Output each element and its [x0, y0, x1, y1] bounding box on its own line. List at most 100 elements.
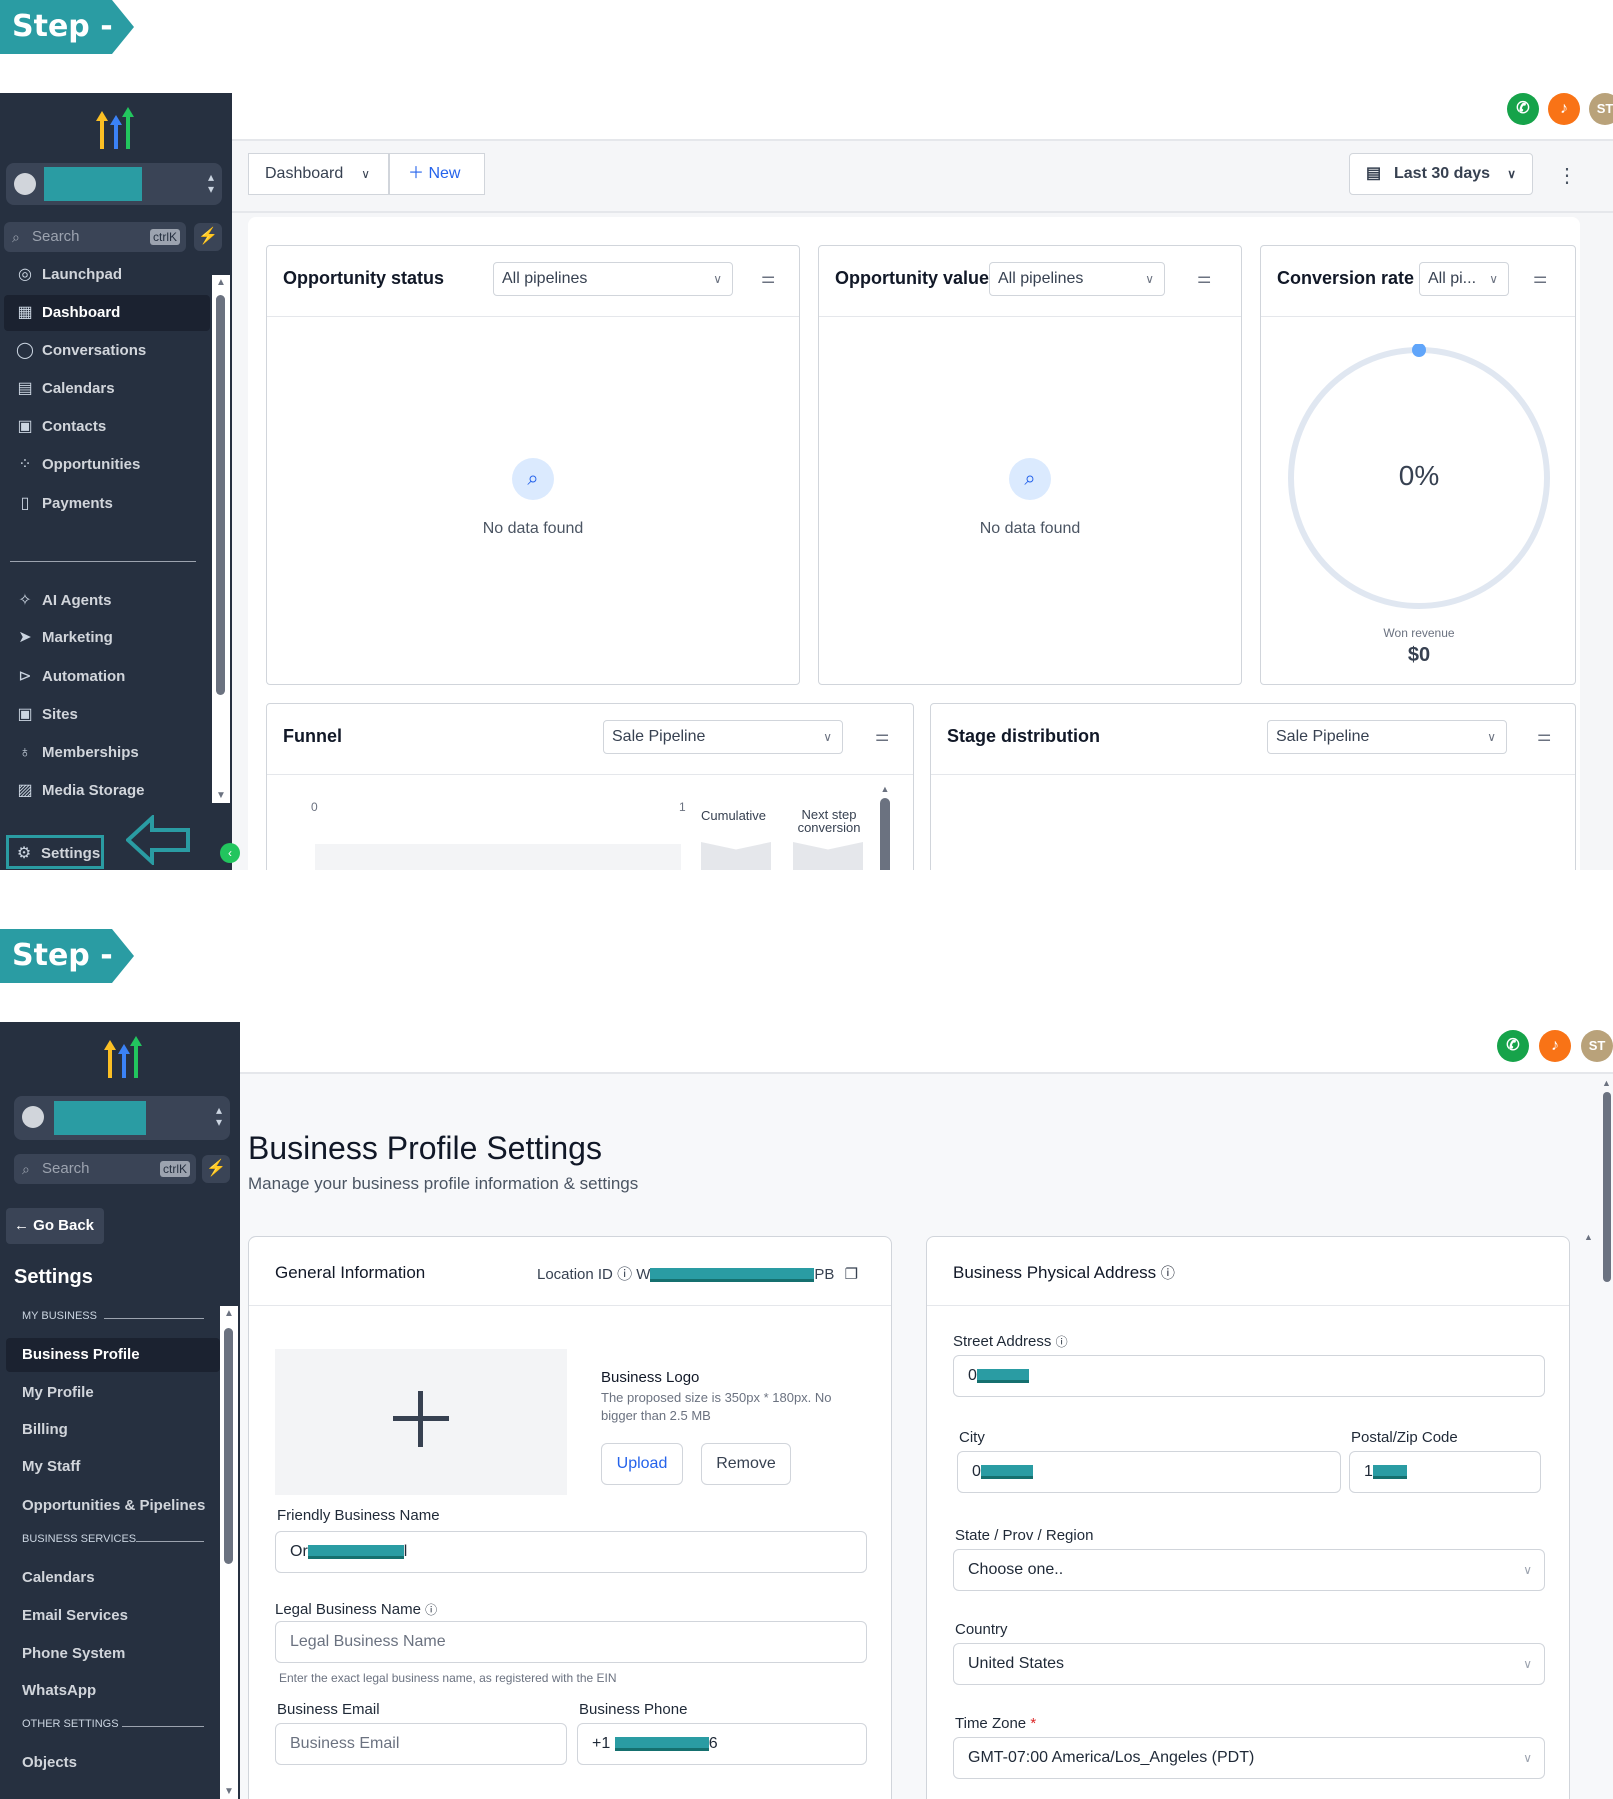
card-divider — [267, 316, 799, 317]
phone-icon[interactable]: ✆ — [1507, 93, 1539, 125]
info-icon: ⓘ — [425, 1603, 438, 1617]
scroll-up-icon: ▲ — [1584, 1232, 1593, 1242]
chevron-down-icon: ∨ — [1489, 272, 1498, 286]
filter-icon[interactable]: ⚌ — [1197, 270, 1212, 287]
nav-media-storage[interactable]: ▨ Media Storage — [4, 773, 210, 809]
menu-whatsapp[interactable]: WhatsApp — [22, 1682, 97, 1699]
nav-automation[interactable]: ⊳ Automation — [4, 659, 210, 695]
bell-icon[interactable]: ♪ — [1539, 1030, 1571, 1062]
nav-memberships[interactable]: ♁ Memberships — [4, 735, 210, 771]
nav-marketing[interactable]: ➤ Marketing — [4, 620, 210, 656]
pipeline-select[interactable]: All pipelines ∨ — [493, 262, 733, 296]
send-icon: ➤ — [18, 629, 32, 646]
nav-opportunities[interactable]: ⁘ Opportunities — [4, 447, 210, 483]
legal-name-hint: Enter the exact legal business name, as … — [279, 1671, 617, 1685]
filter-icon[interactable]: ⚌ — [1537, 728, 1552, 745]
step-1-screenshot: ▴ ▾ ⌕ Search ctrlK ⚡ ◎ Launchpad ▦ Dashboar… — [0, 93, 1613, 870]
search-input[interactable]: ⌕ Search ctrlK — [4, 222, 186, 252]
card-divider — [931, 774, 1575, 775]
legal-name-field[interactable]: Legal Business Name — [275, 1621, 867, 1663]
nav-sites[interactable]: ▣ Sites — [4, 697, 210, 733]
menu-email-services[interactable]: Email Services — [22, 1607, 128, 1624]
state-select[interactable]: Choose one.. ∨ — [953, 1549, 1545, 1591]
avatar[interactable]: ST — [1589, 93, 1613, 125]
nav-contacts[interactable]: ▣ Contacts — [4, 409, 210, 445]
pipeline-select[interactable]: All pi... ∨ — [1419, 262, 1509, 296]
date-range-select[interactable]: ▤ Last 30 days ∨ — [1349, 153, 1533, 195]
menu-my-profile[interactable]: My Profile — [22, 1384, 94, 1401]
menu-business-profile[interactable]: Business Profile — [6, 1338, 220, 1372]
pipeline-select[interactable]: Sale Pipeline ∨ — [1267, 720, 1507, 754]
friendly-name-field[interactable]: Or l — [275, 1531, 867, 1573]
quick-action-bolt-icon[interactable]: ⚡ — [202, 1155, 230, 1183]
card-title: Funnel — [283, 726, 342, 746]
step-2-tag: Step - 2 — [0, 929, 134, 983]
search-icon: ⌕ — [22, 1161, 30, 1177]
funnel-scrollbar[interactable]: ▲ — [879, 784, 891, 870]
search-input[interactable]: ⌕ Search ctrlK — [14, 1154, 196, 1184]
go-back-button[interactable]: ← Go Back — [6, 1208, 104, 1244]
timezone-select[interactable]: GMT-07:00 America/Los_Angeles (PDT) ∨ — [953, 1737, 1545, 1779]
nav-settings[interactable]: ⚙ Settings — [6, 835, 104, 869]
empty-state-text: No data found — [979, 520, 1081, 537]
country-select[interactable]: United States ∨ — [953, 1643, 1545, 1685]
phone-icon[interactable]: ✆ — [1497, 1030, 1529, 1062]
nav-launchpad[interactable]: ◎ Launchpad — [4, 257, 210, 293]
upload-button[interactable]: Upload — [601, 1443, 683, 1485]
sparkle-icon: ✧ — [18, 592, 32, 609]
menu-billing[interactable]: Billing — [22, 1421, 68, 1438]
nav-dashboard[interactable]: ▦ Dashboard — [4, 295, 210, 331]
new-dashboard-button[interactable]: ＋ New — [389, 153, 485, 195]
card-title: Opportunity status — [283, 268, 444, 288]
filter-icon[interactable]: ⚌ — [875, 728, 890, 745]
account-switcher[interactable]: ▴ ▾ — [14, 1096, 230, 1140]
account-switcher[interactable]: ▴ ▾ — [6, 163, 222, 205]
menu-calendars[interactable]: Calendars — [22, 1569, 95, 1586]
card-divider — [927, 1305, 1569, 1306]
account-name-redacted — [44, 167, 142, 201]
info-icon: ⓘ — [1055, 1335, 1068, 1349]
account-avatar-icon — [14, 173, 36, 195]
logo-dropzone[interactable] — [275, 1349, 567, 1495]
filter-icon[interactable]: ⚌ — [1533, 270, 1548, 287]
pointer-arrow-icon — [126, 815, 190, 865]
bell-icon[interactable]: ♪ — [1548, 93, 1580, 125]
card-divider — [267, 774, 913, 775]
shortcut-badge: ctrlK — [160, 1161, 190, 1177]
remove-button[interactable]: Remove — [701, 1443, 791, 1485]
menu-phone-system[interactable]: Phone System — [22, 1645, 126, 1662]
copy-icon[interactable]: ❐ — [844, 1266, 859, 1283]
avatar[interactable]: ST — [1581, 1030, 1613, 1062]
pipeline-select[interactable]: All pipelines ∨ — [989, 262, 1165, 296]
cumulative-shape — [701, 842, 771, 870]
menu-my-staff[interactable]: My Staff — [22, 1458, 81, 1475]
nav-ai-agents[interactable]: ✧ AI Agents — [4, 583, 210, 619]
street-address-field[interactable]: 0 — [953, 1355, 1545, 1397]
dashboard-select[interactable]: Dashboard ∨ — [248, 153, 389, 195]
settings-sidebar-scrollbar[interactable]: ▲ ▼ — [220, 1306, 238, 1799]
zip-field[interactable]: 1 — [1349, 1451, 1541, 1493]
phone-field[interactable]: +1 6 — [577, 1723, 867, 1765]
sidebar-scrollbar[interactable]: ▲ ▼ — [212, 275, 230, 803]
page-scrollbar[interactable]: ▲ — [1600, 1078, 1613, 1799]
opportunities-icon: ⁘ — [18, 456, 32, 473]
quick-action-bolt-icon[interactable]: ⚡ — [194, 223, 222, 251]
more-options-icon[interactable]: ⋮ — [1557, 165, 1577, 187]
scroll-thumb — [1602, 1092, 1611, 1282]
settings-heading: Settings — [14, 1266, 93, 1288]
menu-opportunities-pipelines[interactable]: Opportunities & Pipelines — [22, 1497, 206, 1514]
card-divider — [249, 1305, 891, 1306]
nav-conversations[interactable]: ◯ Conversations — [4, 333, 210, 369]
nav-payments[interactable]: ▯ Payments — [4, 486, 210, 522]
menu-objects[interactable]: Objects — [22, 1754, 78, 1771]
logo-hint: The proposed size is 350px * 180px. No b… — [601, 1390, 832, 1423]
page-subtitle: Manage your business profile information… — [248, 1174, 639, 1193]
card-title: Stage distribution — [947, 726, 1100, 746]
pipeline-select[interactable]: Sale Pipeline ∨ — [603, 720, 843, 754]
city-field[interactable]: 0 — [957, 1451, 1341, 1493]
filter-icon[interactable]: ⚌ — [761, 270, 776, 287]
nav-calendars[interactable]: ▤ Calendars — [4, 371, 210, 407]
info-icon: ⓘ — [1160, 1265, 1175, 1281]
collapse-sidebar-icon[interactable]: ‹ — [220, 843, 240, 863]
email-field[interactable]: Business Email — [275, 1723, 567, 1765]
